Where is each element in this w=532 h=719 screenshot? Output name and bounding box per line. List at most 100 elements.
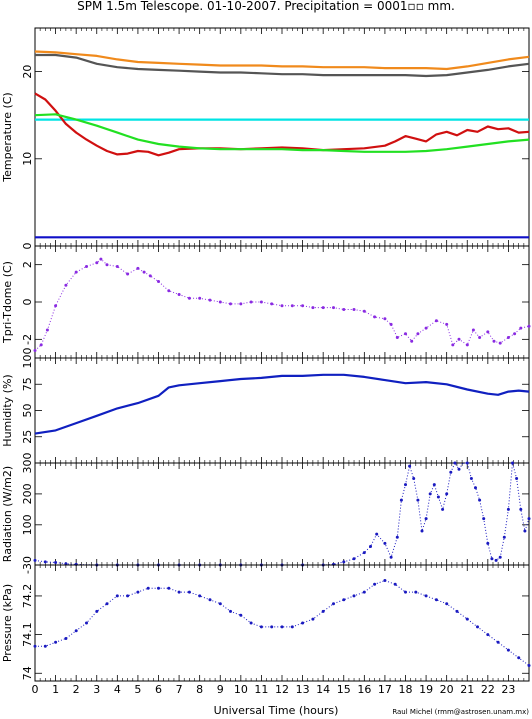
- y-tick-label: 0: [21, 243, 34, 250]
- x-tick-label: 15: [337, 683, 351, 696]
- data-point: [445, 492, 449, 496]
- panel-1-frame: [34, 27, 530, 247]
- data-point: [519, 326, 523, 330]
- panel-2-frame: [34, 245, 530, 359]
- x-tick-label: 19: [419, 683, 433, 696]
- y-axis-label: Radiation (W/m2): [1, 466, 14, 562]
- data-point: [362, 309, 366, 313]
- series-2-1: [33, 257, 531, 352]
- x-tick-label: 18: [399, 683, 413, 696]
- data-point: [486, 330, 490, 334]
- data-point: [502, 535, 506, 539]
- data-point: [259, 625, 263, 629]
- data-point: [511, 461, 514, 465]
- data-point: [471, 328, 475, 332]
- x-tick-label: 2: [73, 683, 80, 696]
- data-point: [383, 317, 387, 321]
- data-point: [126, 594, 130, 598]
- data-point: [85, 621, 88, 625]
- y-tick-label: 100: [21, 514, 34, 535]
- series-line-1-2: [35, 53, 530, 78]
- data-point: [410, 339, 414, 343]
- data-point: [478, 498, 482, 502]
- data-point: [342, 308, 346, 311]
- data-point: [115, 265, 119, 268]
- panel-5: 74 74.1 74.2 Pressure (kPa): [1, 564, 531, 682]
- y-tick-label: 74.2: [21, 584, 34, 609]
- data-point: [146, 586, 150, 590]
- x-tick-label: 6: [155, 683, 162, 696]
- data-point: [519, 507, 523, 511]
- data-point: [424, 517, 428, 521]
- figure-title: SPM 1.5m Telescope. 01-10-2007. Precipit…: [77, 0, 455, 13]
- series-line-1-5: [34, 113, 530, 153]
- data-point: [280, 304, 284, 308]
- data-point: [280, 625, 284, 629]
- data-point: [54, 561, 58, 564]
- data-point: [465, 617, 469, 621]
- data-point: [408, 464, 412, 468]
- y-tick-label: 25: [21, 430, 34, 444]
- data-point: [412, 477, 416, 480]
- x-tick-label: 9: [217, 683, 224, 696]
- y-tick-label: 10: [21, 152, 34, 166]
- x-tick-label: 1: [52, 683, 59, 696]
- y-axis-label: Tpri-Tdome (C): [1, 261, 14, 344]
- y-tick-label: 0: [21, 299, 34, 306]
- series-line-1-4: [34, 92, 530, 157]
- panel-1: 0 10 20 Temperature (C): [1, 27, 530, 250]
- x-tick-label: 13: [296, 683, 310, 696]
- data-point: [311, 306, 315, 310]
- y-tick-label: 50: [21, 404, 34, 418]
- data-point: [43, 560, 47, 564]
- data-point: [208, 298, 212, 302]
- y-tick-label: 74: [21, 666, 34, 680]
- y-tick-label: 100: [21, 348, 34, 369]
- y-tick-label: 300: [21, 453, 34, 474]
- data-point: [249, 300, 253, 304]
- x-tick-label: 12: [275, 683, 289, 696]
- data-point: [187, 296, 191, 300]
- panel-4-frame: [34, 462, 530, 566]
- x-tick-label: 7: [176, 683, 183, 696]
- y-tick-label: 200: [21, 483, 34, 504]
- x-tick-label: 20: [440, 683, 454, 696]
- data-point: [457, 467, 461, 471]
- data-point: [74, 270, 78, 274]
- data-point: [157, 280, 160, 283]
- credit-text: Raul Michel (rmm@astrosen.unam.mx): [392, 708, 529, 716]
- x-tick-label: 16: [357, 683, 371, 696]
- x-tick-label: 5: [134, 683, 141, 696]
- data-point: [424, 326, 428, 330]
- panel-5-frame: [34, 564, 530, 682]
- panel-3: 25 50 75 100 Humidity (%): [1, 348, 530, 464]
- y-axis-label: Humidity (%): [1, 374, 14, 446]
- y-axis-label: Temperature (C): [1, 92, 14, 182]
- series-trace: [35, 579, 530, 666]
- data-point: [362, 590, 366, 594]
- data-point: [290, 304, 294, 308]
- data-point: [486, 541, 490, 545]
- data-point: [43, 644, 47, 648]
- x-tick-label: 0: [32, 683, 39, 696]
- x-tick-label: 4: [114, 683, 121, 696]
- data-point: [404, 590, 407, 594]
- data-point: [465, 461, 469, 465]
- data-point: [451, 343, 455, 347]
- data-point: [167, 289, 171, 293]
- data-point: [301, 304, 305, 308]
- panel-2: -2 0 2 Tpri-Tdome (C): [1, 245, 531, 359]
- y-tick-label: -2: [21, 334, 34, 345]
- data-point: [527, 324, 531, 328]
- series-5-1: [33, 579, 531, 667]
- x-tick-label: 11: [254, 683, 268, 696]
- y-tick-label: 74.1: [21, 622, 34, 647]
- x-tick-label: 14: [316, 683, 330, 696]
- data-point: [420, 529, 424, 533]
- data-point: [229, 302, 232, 306]
- series-trace: [34, 461, 530, 566]
- y-axis-label: Pressure (kPa): [1, 584, 14, 662]
- y-tick-label: -30: [21, 556, 34, 574]
- x-tick-label: 23: [501, 683, 515, 696]
